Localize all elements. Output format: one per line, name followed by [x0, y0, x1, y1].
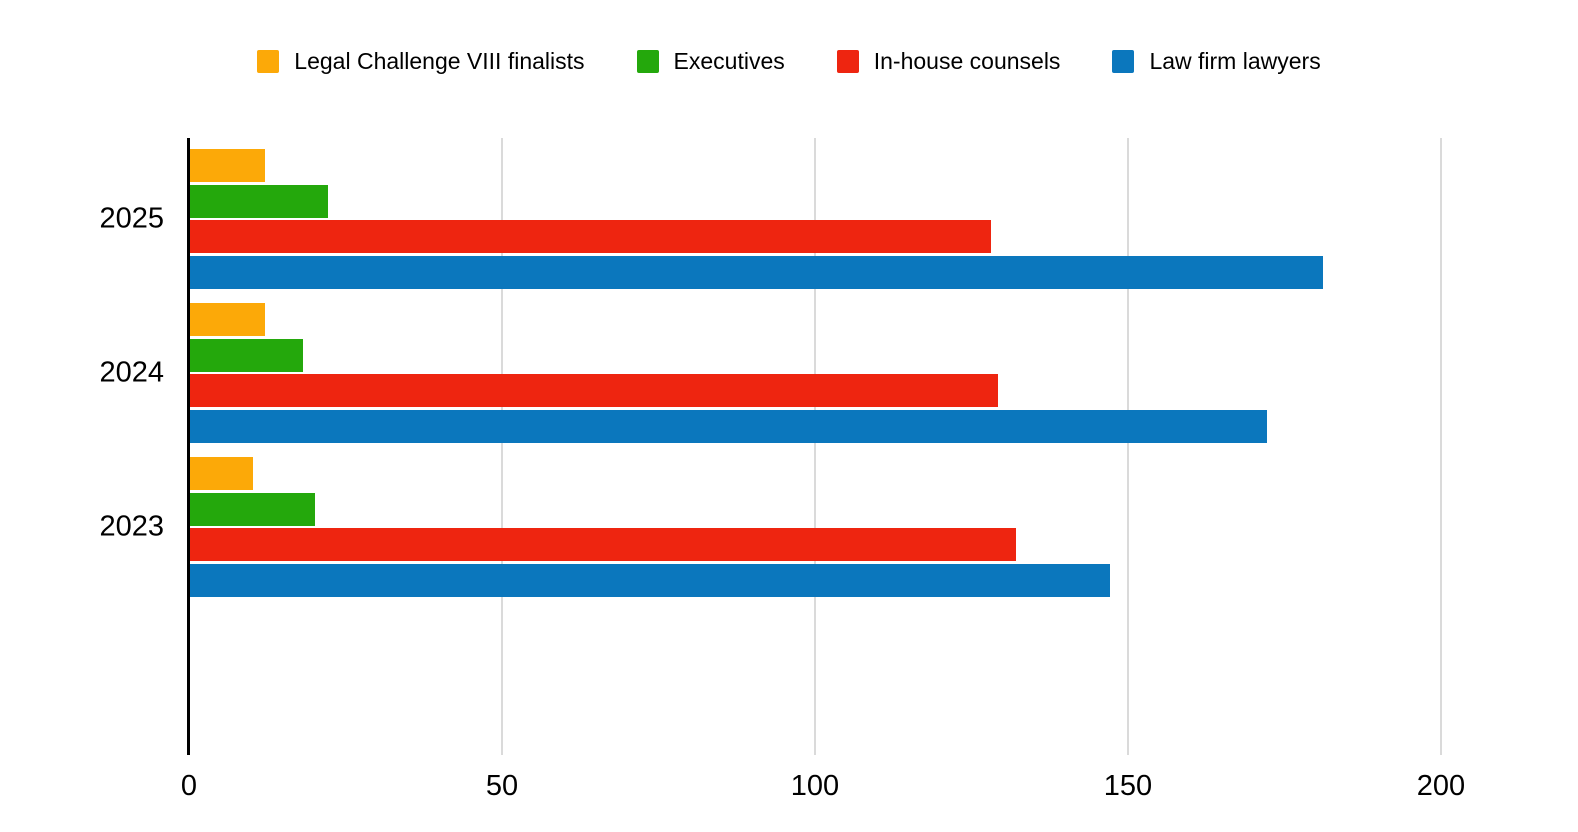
y-axis-line	[187, 138, 190, 755]
gridline-x-150	[1127, 138, 1129, 755]
legend-item-in-house-counsels: In-house counsels	[836, 48, 1061, 74]
x-tick-label-100: 100	[790, 770, 840, 802]
bar-executives-2024	[190, 338, 303, 372]
bar-legal-challenge-viii-finalists-2024	[190, 302, 266, 336]
legend-swatch-law-firm-lawyers-icon	[1112, 50, 1135, 73]
bar-law-firm-lawyers-2025	[190, 256, 1324, 290]
legend-swatch-in-house-counsels-icon	[836, 50, 859, 73]
gridline-x-50	[501, 138, 503, 755]
bar-in-house-counsels-2024	[190, 374, 998, 408]
bar-legal-challenge-viii-finalists-2023	[190, 456, 253, 490]
y-tick-label-2025: 2025	[99, 202, 164, 235]
gridline-x-100	[814, 138, 816, 755]
x-tick-label-200: 200	[1416, 770, 1466, 802]
bar-in-house-counsels-2025	[190, 220, 992, 254]
x-tick-label-0: 0	[180, 770, 198, 802]
bar-law-firm-lawyers-2024	[190, 410, 1267, 443]
legend-label-in-house-counsels: In-house counsels	[873, 48, 1061, 74]
bar-executives-2023	[190, 492, 316, 526]
x-tick-label-50: 50	[485, 770, 519, 802]
legend-item-legal-challenge-viii-finalists: Legal Challenge VIII finalists	[257, 48, 585, 74]
bar-legal-challenge-viii-finalists-2025	[190, 149, 266, 182]
bar-in-house-counsels-2023	[190, 528, 1017, 562]
gridline-x-200	[1440, 138, 1442, 755]
legend-item-law-firm-lawyers: Law firm lawyers	[1112, 48, 1321, 74]
legend-label-legal-challenge-viii-finalists: Legal Challenge VIII finalists	[294, 48, 585, 74]
legend-item-executives: Executives	[636, 48, 785, 74]
legend-swatch-legal-challenge-viii-finalists-icon	[257, 50, 280, 73]
bar-law-firm-lawyers-2023	[190, 563, 1111, 597]
chart-legend: Legal Challenge VIII finalists Executives…	[0, 49, 1578, 74]
legend-label-executives: Executives	[673, 48, 785, 74]
legend-swatch-executives-icon	[636, 50, 659, 73]
bar-executives-2025	[190, 184, 328, 218]
y-tick-label-2023: 2023	[99, 510, 164, 543]
y-tick-label-2024: 2024	[99, 356, 164, 389]
x-tick-label-150: 150	[1103, 770, 1153, 802]
legend-label-law-firm-lawyers: Law firm lawyers	[1149, 48, 1321, 74]
